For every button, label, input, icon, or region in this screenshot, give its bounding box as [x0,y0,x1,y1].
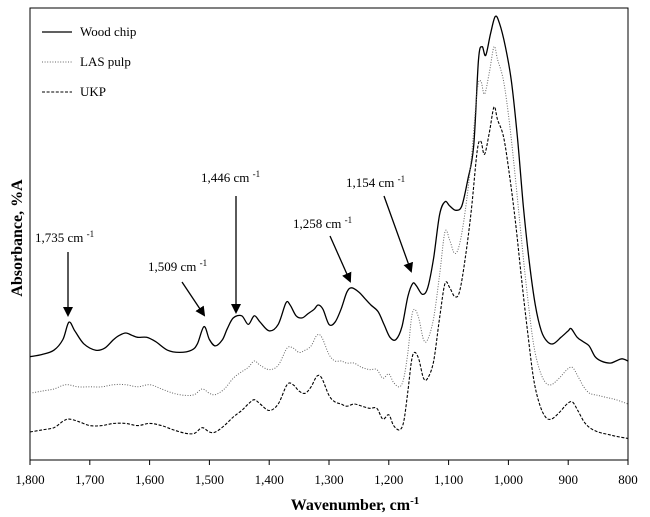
annotation-layer: 1,735 cm -1 1,509 cm -1 1,446 cm -1 1,258 c… [35,169,413,317]
x-tick-label: 1,500 [195,472,224,487]
legend-label: LAS pulp [80,54,131,69]
x-tick-label: 1,800 [15,472,44,487]
x-tick-label: 1,300 [314,472,343,487]
annotation-label: 1,509 cm -1 [148,258,207,274]
series-line-ukp [29,106,629,440]
x-tick-label: 1,700 [75,472,104,487]
x-tick-label: 1,000 [494,472,523,487]
series-line-wood-chip [29,15,629,364]
x-tick-label: 1,100 [434,472,463,487]
annotation-label: 1,258 cm -1 [293,215,352,231]
annotation-label: 1,154 cm -1 [346,174,405,190]
annotation-arrow [181,281,206,317]
x-axis-label: Wavenumber, cm-1 [291,495,420,514]
annotation-arrow [329,235,352,283]
legend-label: UKP [80,84,106,99]
x-tick-label: 1,200 [374,472,403,487]
x-tick-label: 900 [558,472,578,487]
annotation-label: 1,446 cm -1 [201,169,260,185]
legend: Wood chip LAS pulp UKP [42,24,136,99]
annotation-label: 1,735 cm -1 [35,229,94,245]
series-layer [29,15,629,440]
y-axis-label: Absorbance, %A [9,179,26,297]
x-tick-label: 1,400 [255,472,284,487]
axis-layer: 1,800 1,700 1,600 1,500 1,400 1,300 1,200 1,100… [15,460,638,487]
legend-label: Wood chip [80,24,136,39]
x-tick-label: 800 [618,472,638,487]
x-tick-label: 1,600 [135,472,164,487]
annotation-arrow [383,195,413,273]
